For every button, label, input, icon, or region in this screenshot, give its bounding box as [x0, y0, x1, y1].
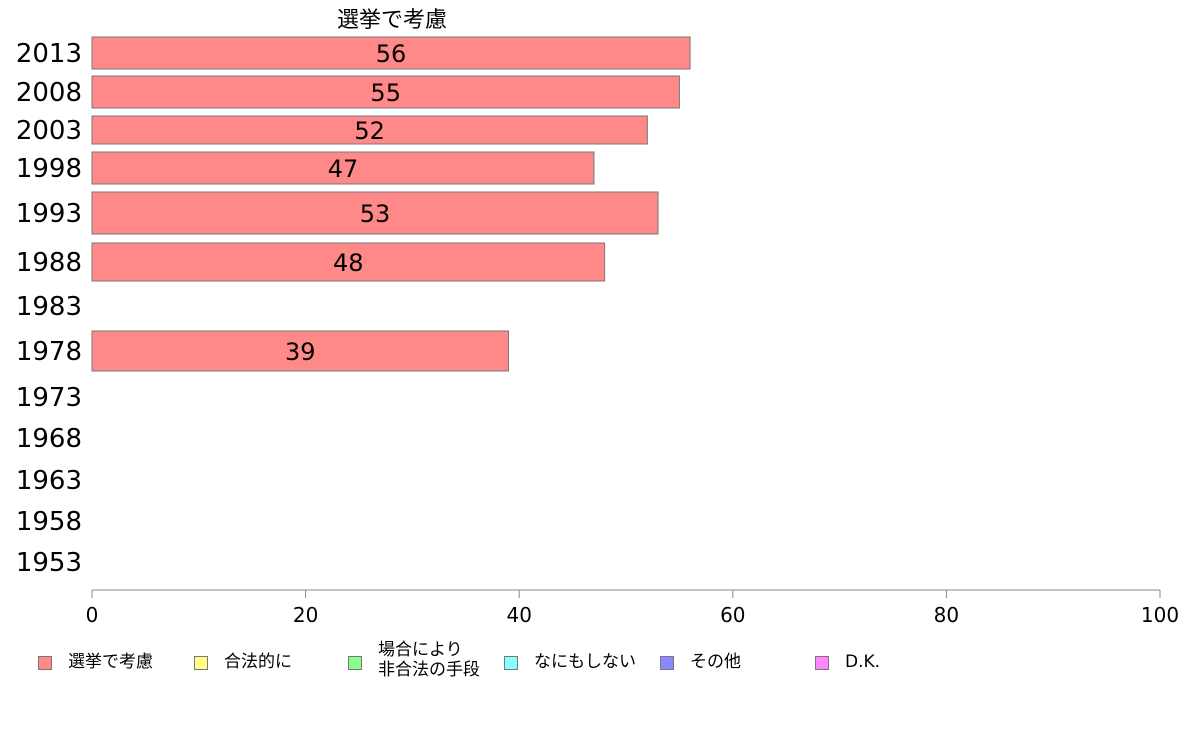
bar-value-label: 39: [285, 338, 316, 366]
legend-swatch: [660, 656, 674, 670]
legend-label: 合法的に: [224, 652, 292, 672]
legend-item: その他: [660, 652, 741, 672]
legend-label: 場合により 非合法の手段: [378, 640, 480, 680]
bar-value-label: 52: [354, 117, 385, 145]
y-tick-label: 1978: [16, 337, 82, 367]
chart-title: 選挙で考慮: [337, 8, 447, 33]
legend-label: 選挙で考慮: [68, 652, 153, 672]
bar: [91, 36, 691, 70]
y-tick-label: 1988: [16, 248, 82, 278]
y-tick-label: 1958: [16, 507, 82, 537]
y-tick-label: 1953: [16, 548, 82, 578]
legend-item: 場合により 非合法の手段: [348, 640, 480, 680]
bar: [91, 115, 648, 145]
x-tick-label: 0: [86, 603, 99, 627]
legend-swatch: [504, 656, 518, 670]
y-tick-label: 1963: [16, 466, 82, 496]
y-tick-label: 2013: [16, 39, 82, 69]
y-tick-label: 1983: [16, 292, 82, 322]
legend-label: その他: [690, 652, 741, 672]
x-tick-label: 40: [506, 603, 531, 627]
x-tick-label: 80: [934, 603, 959, 627]
x-axis: 0 20 40 60 80 100: [86, 589, 1179, 627]
legend-item: 選挙で考慮: [38, 652, 153, 672]
x-tick-label: 60: [720, 603, 745, 627]
bar-value-label: 55: [370, 79, 401, 107]
y-tick-label: 1968: [16, 424, 82, 454]
legend-swatch: [348, 656, 362, 670]
bar-value-label: 48: [333, 249, 364, 277]
x-tick-label: 100: [1141, 603, 1179, 627]
legend-item: D.K.: [815, 652, 880, 672]
y-tick-label: 2008: [16, 78, 82, 108]
legend: 選挙で考慮 合法的に 場合により 非合法の手段 なにもしない その他 D.K.: [0, 640, 1188, 700]
legend-swatch: [815, 656, 829, 670]
bar-value-label: 47: [328, 155, 359, 183]
bar-value-label: 53: [360, 200, 391, 228]
legend-item: 合法的に: [194, 652, 292, 672]
legend-swatch: [194, 656, 208, 670]
y-tick-labels: 2013 2008 2003 1998 1993 1988 1983 1978 1973 1968…: [16, 39, 82, 578]
y-tick-label: 2003: [16, 116, 82, 146]
legend-swatch: [38, 656, 52, 670]
bar: [91, 242, 606, 282]
bar-value-label: 56: [376, 40, 407, 68]
legend-item: なにもしない: [504, 652, 636, 672]
legend-label: なにもしない: [534, 652, 636, 672]
x-tick-label: 20: [293, 603, 318, 627]
bar: [91, 330, 510, 372]
legend-label: D.K.: [845, 652, 881, 672]
bar: [91, 151, 595, 185]
y-tick-label: 1973: [16, 383, 82, 413]
y-tick-label: 1998: [16, 154, 82, 184]
bar: [91, 191, 659, 235]
y-tick-label: 1993: [16, 199, 82, 229]
bar: [91, 75, 680, 109]
